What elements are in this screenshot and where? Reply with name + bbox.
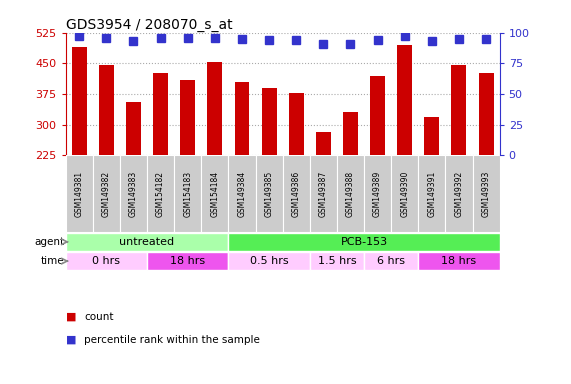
Bar [262, 88, 276, 155]
Bar [72, 47, 87, 155]
Text: 6 hrs: 6 hrs [377, 256, 405, 266]
Bar [66, 252, 147, 270]
Text: untreated: untreated [119, 237, 175, 247]
Bar [370, 76, 385, 155]
Text: GSM149388: GSM149388 [346, 170, 355, 217]
Text: GSM149392: GSM149392 [455, 170, 464, 217]
Text: percentile rank within the sample: percentile rank within the sample [84, 335, 260, 345]
Bar [418, 252, 500, 270]
Bar [309, 252, 364, 270]
Bar [93, 155, 120, 232]
Bar [147, 252, 228, 270]
Text: GSM154183: GSM154183 [183, 170, 192, 217]
Text: GSM149391: GSM149391 [427, 170, 436, 217]
Bar [452, 65, 467, 155]
Bar [364, 155, 391, 232]
Text: 1.5 hrs: 1.5 hrs [317, 256, 356, 266]
Bar [66, 233, 228, 251]
Bar [207, 63, 222, 155]
Bar [445, 155, 473, 232]
Bar [473, 155, 500, 232]
Text: GSM149381: GSM149381 [75, 170, 84, 217]
Bar [120, 155, 147, 232]
Text: GSM149386: GSM149386 [292, 170, 301, 217]
Text: GSM149389: GSM149389 [373, 170, 382, 217]
Bar [283, 155, 309, 232]
Bar [99, 65, 114, 155]
Text: ■: ■ [66, 312, 76, 322]
Text: GSM149384: GSM149384 [238, 170, 247, 217]
Bar [364, 252, 418, 270]
Bar [153, 73, 168, 155]
Text: GSM149393: GSM149393 [481, 170, 490, 217]
Bar [343, 112, 358, 155]
Text: GSM149382: GSM149382 [102, 170, 111, 217]
Bar [174, 155, 202, 232]
Text: count: count [84, 312, 114, 322]
Text: ■: ■ [66, 335, 76, 345]
Text: PCB-153: PCB-153 [340, 237, 388, 247]
Text: 0 hrs: 0 hrs [93, 256, 120, 266]
Text: GDS3954 / 208070_s_at: GDS3954 / 208070_s_at [66, 18, 232, 31]
Text: time: time [41, 256, 65, 266]
Text: GSM149385: GSM149385 [264, 170, 274, 217]
Bar [180, 79, 195, 155]
Bar [202, 155, 228, 232]
Bar [337, 155, 364, 232]
Bar [309, 155, 337, 232]
Bar [147, 155, 174, 232]
Text: GSM149387: GSM149387 [319, 170, 328, 217]
Bar [391, 155, 418, 232]
Bar [316, 132, 331, 155]
Text: 18 hrs: 18 hrs [170, 256, 206, 266]
Bar [418, 155, 445, 232]
Text: GSM154182: GSM154182 [156, 171, 165, 217]
Text: GSM149390: GSM149390 [400, 170, 409, 217]
Bar [289, 93, 304, 155]
Bar [478, 73, 493, 155]
Text: 18 hrs: 18 hrs [441, 256, 477, 266]
Text: GSM149383: GSM149383 [129, 170, 138, 217]
Bar [397, 45, 412, 155]
Text: agent: agent [34, 237, 65, 247]
Bar [235, 82, 250, 155]
Bar [126, 102, 141, 155]
Text: GSM154184: GSM154184 [210, 170, 219, 217]
Bar [66, 155, 93, 232]
Bar [228, 252, 309, 270]
Bar [424, 117, 439, 155]
Bar [228, 233, 500, 251]
Text: 0.5 hrs: 0.5 hrs [250, 256, 288, 266]
Bar [228, 155, 255, 232]
Bar [255, 155, 283, 232]
